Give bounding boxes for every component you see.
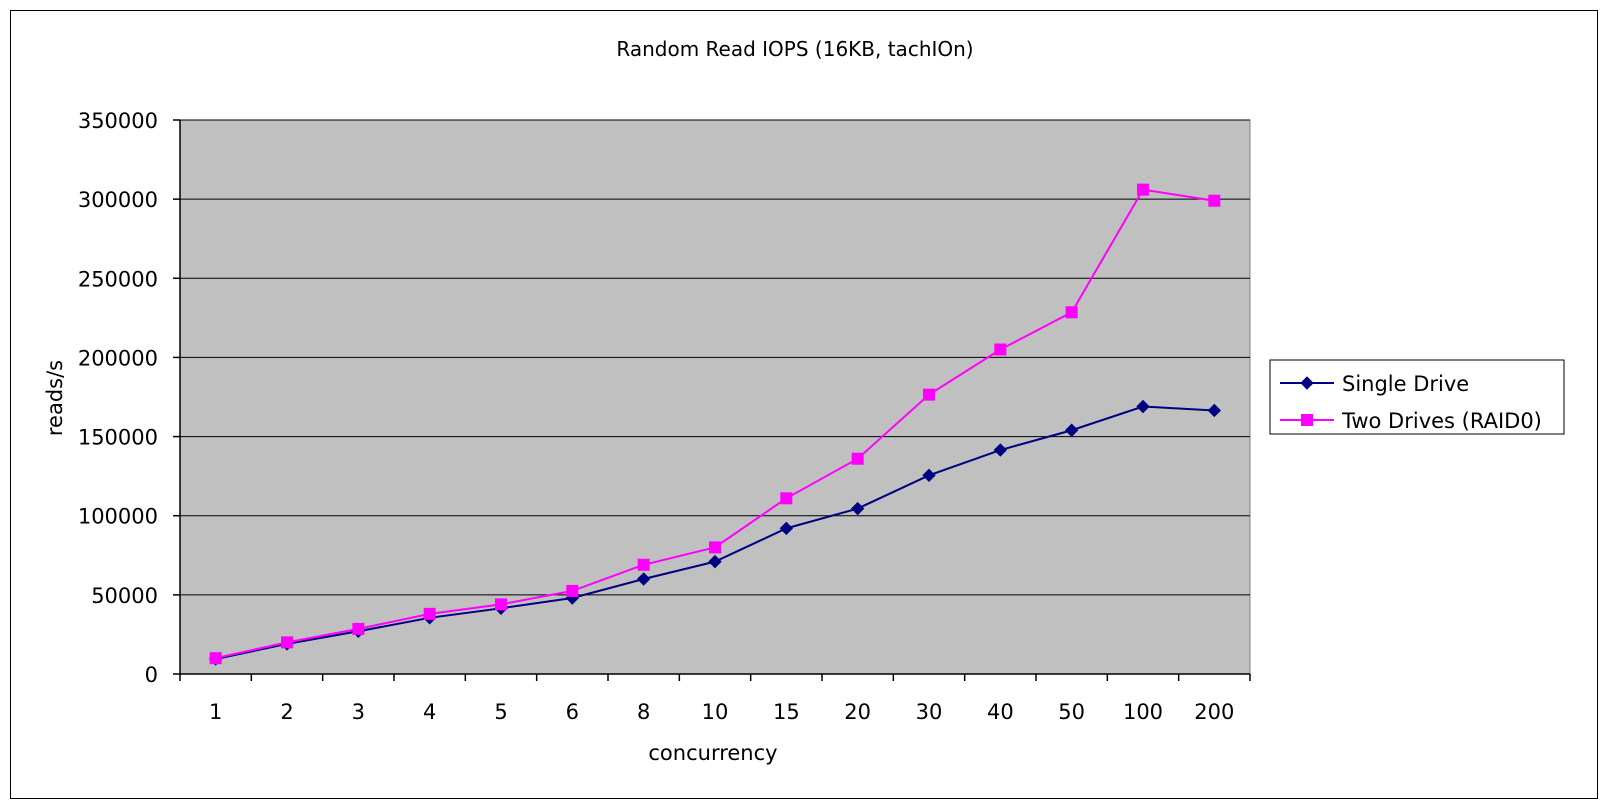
- data-point: [209, 652, 222, 665]
- chart-title: Random Read IOPS (16KB, tachIOn): [616, 37, 973, 61]
- y-tick-label: 0: [145, 663, 158, 687]
- legend-label: Single Drive: [1342, 372, 1469, 396]
- legend-box: [1269, 359, 1565, 435]
- data-point: [1208, 194, 1221, 207]
- data-point: [780, 492, 793, 505]
- series-group: [208, 183, 1222, 666]
- x-tick-label: 2: [280, 700, 293, 724]
- x-tick-label: 5: [494, 700, 507, 724]
- data-point: [850, 501, 865, 516]
- x-tick-label: 200: [1194, 700, 1234, 724]
- legend-label: Two Drives (RAID0): [1341, 409, 1542, 433]
- x-tick-label: 100: [1123, 700, 1163, 724]
- series-two-drives-raid0: [209, 183, 1221, 665]
- data-point: [708, 554, 722, 569]
- data-point: [423, 607, 436, 620]
- x-tick-label: 8: [637, 700, 650, 724]
- x-tick-label: 10: [702, 700, 729, 724]
- x-tick-label: 4: [423, 700, 436, 724]
- y-tick-label: 200000: [78, 346, 158, 370]
- x-tick-label: 15: [773, 700, 800, 724]
- x-tick-label: 6: [566, 700, 579, 724]
- data-point: [851, 452, 864, 465]
- x-tick-label: 1: [209, 700, 222, 724]
- data-point: [495, 598, 507, 611]
- gridlines: [180, 119, 1250, 596]
- y-tick-labels: 0 50000 100000 150000 200000 250000 300000 3500…: [78, 109, 158, 687]
- x-tick-labels: 1 2 3 4 5 6 8 10 15 20 30 40 50 100 200: [209, 700, 1234, 724]
- x-tick-label: 20: [844, 700, 871, 724]
- y-tick-label: 300000: [78, 188, 158, 212]
- data-point: [1064, 423, 1079, 437]
- x-tick-label: 40: [987, 700, 1014, 724]
- data-point: [1065, 306, 1078, 319]
- x-axis-label: concurrency: [648, 741, 777, 765]
- data-point: [1207, 403, 1222, 418]
- y-tick-label: 150000: [78, 426, 158, 450]
- y-axis-label: reads/s: [43, 360, 67, 436]
- x-tick-label: 3: [352, 700, 365, 724]
- y-tick-label: 50000: [91, 584, 158, 608]
- data-point: [352, 622, 365, 635]
- data-point: [637, 558, 650, 571]
- y-tick-label: 250000: [78, 267, 158, 291]
- data-point: [636, 572, 651, 586]
- legend-marker: [1300, 376, 1314, 390]
- data-point: [779, 521, 794, 536]
- data-point: [566, 584, 579, 597]
- legend: Single Drive Two Drives (RAID0): [1269, 359, 1565, 435]
- y-tick-label: 350000: [78, 109, 158, 133]
- data-point: [1137, 183, 1149, 196]
- data-point: [281, 636, 293, 649]
- x-tick-label: 30: [916, 700, 943, 724]
- data-point: [993, 443, 1008, 457]
- axes: [173, 119, 1251, 681]
- legend-marker: [1301, 414, 1313, 426]
- y-tick-label: 100000: [78, 505, 158, 529]
- x-tick-label: 50: [1058, 700, 1085, 724]
- data-point: [709, 541, 721, 554]
- data-point: [994, 343, 1007, 356]
- data-point: [922, 468, 936, 483]
- data-point: [923, 388, 935, 401]
- data-point: [1136, 399, 1150, 414]
- plot-area: [179, 119, 1251, 675]
